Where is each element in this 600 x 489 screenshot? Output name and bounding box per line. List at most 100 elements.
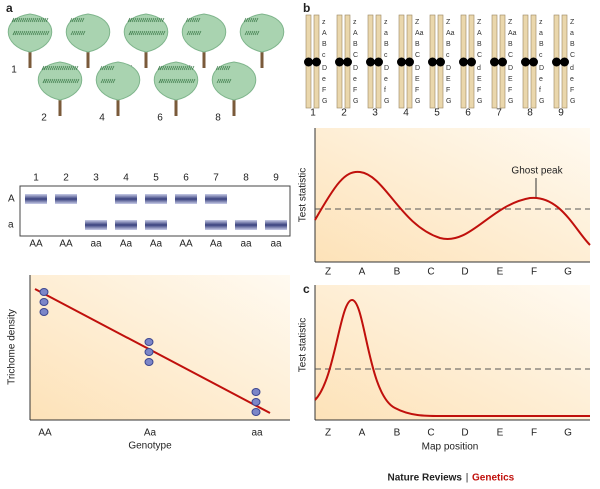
trichome <box>253 17 257 23</box>
trichome <box>45 17 49 23</box>
marker: G <box>384 98 389 105</box>
trichome <box>243 17 247 23</box>
trichome <box>38 30 42 36</box>
marker: e <box>353 76 357 83</box>
genotype: aa <box>240 239 252 250</box>
trichome <box>101 65 105 71</box>
marker: E <box>415 76 420 83</box>
marker: B <box>477 41 482 48</box>
point <box>39 308 49 316</box>
trichome <box>227 65 231 71</box>
genotype: Aa <box>210 239 223 250</box>
trichome <box>164 78 168 84</box>
trichome <box>224 78 228 84</box>
marker: A <box>353 30 358 37</box>
trichome <box>192 30 196 36</box>
x-tick-label: C <box>427 267 434 278</box>
centromere <box>459 57 468 67</box>
marker: B <box>415 41 420 48</box>
centromere <box>529 57 538 67</box>
trichome <box>190 78 194 84</box>
band <box>265 220 287 230</box>
trichome <box>18 30 22 36</box>
trichome <box>24 30 28 36</box>
band <box>235 220 257 230</box>
trichome <box>134 30 138 36</box>
x-tick-label: G <box>564 267 572 278</box>
marker: G <box>415 98 420 105</box>
trichome <box>110 78 114 84</box>
marker: B <box>446 41 451 48</box>
genotype: aa <box>270 239 282 250</box>
marker: F <box>415 87 419 94</box>
trichome <box>57 65 61 71</box>
trichome <box>142 30 146 36</box>
point <box>39 298 49 306</box>
trichome <box>82 30 86 36</box>
trichome <box>137 17 141 23</box>
trichome <box>107 65 111 71</box>
centromere <box>467 57 476 67</box>
trichome <box>70 30 74 36</box>
trichome <box>180 78 184 84</box>
marker: G <box>508 98 513 105</box>
marker: B <box>384 41 389 48</box>
trichome <box>131 17 135 23</box>
centromere <box>335 57 344 67</box>
trichome <box>217 65 221 71</box>
marker: F <box>570 87 574 94</box>
trichome <box>254 30 258 36</box>
trichome <box>162 30 166 36</box>
x-label: Map position <box>422 442 479 453</box>
trichome <box>26 30 30 36</box>
trichome <box>81 17 85 23</box>
lane-label: 1 <box>33 173 39 184</box>
trichome <box>48 78 52 84</box>
marker: d <box>477 65 481 72</box>
marker: c <box>384 52 388 59</box>
chromosome-label: 5 <box>434 108 440 119</box>
marker: Z <box>570 19 575 26</box>
trichome <box>70 78 74 84</box>
row-label: A <box>8 194 15 205</box>
trichome <box>153 17 157 23</box>
trichome <box>58 78 62 84</box>
centromere <box>405 57 414 67</box>
trichome <box>54 78 58 84</box>
trichome <box>127 17 131 23</box>
lane-label: 5 <box>153 173 159 184</box>
trichome <box>189 17 193 23</box>
trichome <box>143 17 147 23</box>
trichome <box>75 17 79 23</box>
trichome <box>109 65 113 71</box>
trichome <box>192 78 196 84</box>
trichome <box>152 30 156 36</box>
plant-label: 6 <box>157 113 163 124</box>
trichome <box>179 65 183 71</box>
trichome <box>150 30 154 36</box>
trichome <box>65 65 69 71</box>
x-tick-label: E <box>497 428 504 439</box>
marker: z <box>322 19 326 26</box>
trichome <box>43 65 47 71</box>
x-tick-label: A <box>359 267 366 278</box>
trichome <box>251 17 255 23</box>
leaf <box>211 61 257 101</box>
x-label: Genotype <box>128 441 172 452</box>
centromere <box>436 57 445 67</box>
trichome <box>215 65 219 71</box>
trichome <box>69 65 73 71</box>
trichome <box>128 30 132 36</box>
trichome <box>11 17 15 23</box>
trichome <box>159 65 163 71</box>
band <box>145 194 167 204</box>
trichome <box>42 78 46 84</box>
marker: D <box>539 65 544 72</box>
marker: Z <box>508 19 513 26</box>
trichome <box>100 78 104 84</box>
chromosome-label: 7 <box>496 108 502 119</box>
trichome <box>187 65 191 71</box>
trichome <box>195 17 199 23</box>
trichome <box>41 65 45 71</box>
trichome <box>178 78 182 84</box>
